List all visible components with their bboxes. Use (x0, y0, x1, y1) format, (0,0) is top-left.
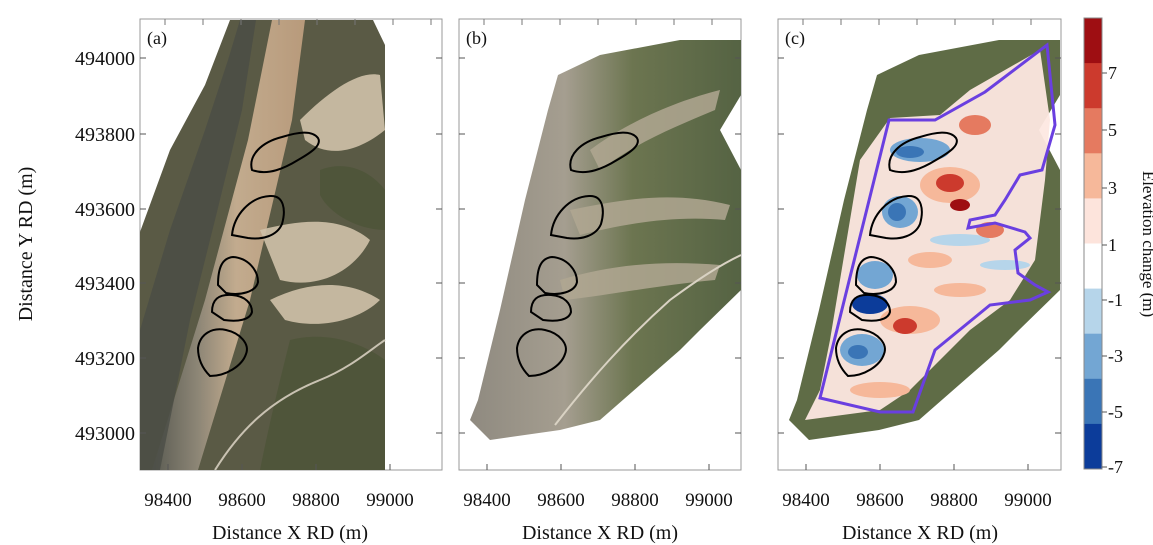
blowout-outline-1 (250, 131, 320, 174)
colorbar-segment (1084, 378, 1102, 425)
colorbar-title: Elevation change (m) (1139, 171, 1153, 317)
x-axis-title-a: Distance X RD (m) (212, 522, 368, 544)
y-axis-title: Distance Y RD (m) (15, 167, 37, 322)
sand-corridors-b (560, 90, 730, 300)
panel-b-orthophoto: (b) (458, 18, 742, 471)
dune-sand-area (260, 74, 385, 324)
dune-path-b (554, 254, 741, 426)
colorbar-segment (1084, 198, 1102, 244)
colorbar-tick-label: 3 (1108, 178, 1117, 198)
x-tick-label: 99000 (366, 490, 414, 511)
colorbar-segment (1084, 243, 1102, 290)
x-tick-label: 98400 (463, 490, 511, 511)
deposition-patch (934, 283, 986, 297)
blowout-outline-3 (216, 255, 260, 295)
x-tick-label: 98600 (218, 490, 266, 511)
colorbar-tick-label: 5 (1108, 120, 1117, 140)
blowout-outlines-b (515, 131, 639, 378)
dune-path (214, 339, 386, 470)
colorbar-segment (1084, 108, 1102, 154)
y-tick-label: 493000 (75, 423, 135, 445)
x-tick-label: 99000 (1004, 490, 1052, 511)
erosion-patch (930, 234, 990, 246)
beach-strip (152, 20, 305, 470)
panel-a-orthophoto: (a) (139, 18, 443, 471)
x-axis-title-b: Distance X RD (m) (522, 522, 678, 544)
colorbar-tick-label: -1 (1108, 290, 1123, 310)
erosion-patch (980, 260, 1030, 270)
erosion-patch (888, 203, 906, 221)
blowout-outline-1 (888, 131, 958, 174)
deposition-patches (850, 115, 1004, 398)
colorbar-segment (1084, 288, 1102, 335)
y-tick-label: 493400 (75, 273, 135, 295)
blowout-outline-2 (230, 194, 285, 240)
blowout-outline-3 (854, 255, 898, 295)
deposition-patch (936, 174, 964, 192)
x-tick-label: 98800 (611, 490, 659, 511)
deposition-patch (908, 252, 952, 268)
y-tick-label: 493800 (75, 124, 135, 146)
colorbar: 7 5 3 1 -1 -3 -5 -7 (1083, 17, 1123, 477)
blowout-outline-4 (848, 293, 892, 322)
colorbar-segment (1084, 153, 1102, 199)
blowout-outline-2 (549, 194, 604, 240)
deposition-patch (850, 382, 910, 398)
deposition-patch (959, 115, 991, 135)
x-tick-label: 98600 (537, 490, 585, 511)
surf-zone (140, 20, 256, 470)
x-axis-title-c: Distance X RD (m) (842, 522, 998, 544)
erosion-patch (848, 345, 868, 359)
panel-b-photo-footprint (470, 40, 741, 440)
y-tick-label: 494000 (75, 48, 135, 70)
deposition-patch (950, 199, 970, 211)
y-tick-label: 493600 (75, 199, 135, 221)
x-tick-label: 98800 (292, 490, 340, 511)
panel-c-label: (c) (785, 28, 805, 49)
elevation-change-field (805, 50, 1050, 420)
colorbar-tick-label: 1 (1108, 235, 1117, 255)
colorbar-segment (1084, 18, 1102, 64)
colorbar-segment (1084, 333, 1102, 380)
colorbar-segment (1084, 423, 1102, 470)
axes: 98400 98600 98800 99000 494000 493800 493600 49… (75, 19, 1061, 511)
blowout-outline-3 (535, 255, 579, 295)
x-tick-label: 98600 (856, 490, 904, 511)
y-tick-label: 493200 (75, 348, 135, 370)
erosion-patch (852, 294, 888, 314)
erosion-patch (896, 146, 924, 158)
blowout-outline-2 (868, 194, 923, 240)
x-tick-label: 98400 (782, 490, 830, 511)
blowout-outlines-a (196, 131, 320, 378)
colorbar-tick-label: -3 (1108, 346, 1123, 366)
blowout-outline-5 (196, 328, 248, 378)
study-area-boundary (818, 42, 1057, 414)
colorbar-tick-label: -5 (1108, 402, 1123, 422)
blowout-outline-5 (515, 328, 567, 378)
deposition-patch (893, 318, 917, 334)
blowout-outline-4 (210, 293, 254, 322)
panel-a-label: (a) (147, 28, 167, 49)
blowout-outlines-c (834, 131, 958, 378)
blowout-outline-5 (834, 328, 886, 378)
x-tick-label: 98400 (144, 490, 192, 511)
x-tick-label: 99000 (685, 490, 733, 511)
erosion-patches (840, 138, 1030, 366)
colorbar-segment (1084, 63, 1102, 109)
colorbar-tick-label: -7 (1108, 457, 1123, 477)
blowout-outline-1 (569, 131, 639, 174)
blowout-outline-4 (529, 293, 573, 322)
erosion-patch (857, 261, 893, 289)
x-tick-label: 98800 (930, 490, 978, 511)
colorbar-border (1083, 17, 1103, 470)
panel-c-elevation-change: (c) (777, 18, 1062, 471)
panel-b-label: (b) (466, 28, 487, 49)
colorbar-tick-label: 7 (1108, 63, 1117, 83)
